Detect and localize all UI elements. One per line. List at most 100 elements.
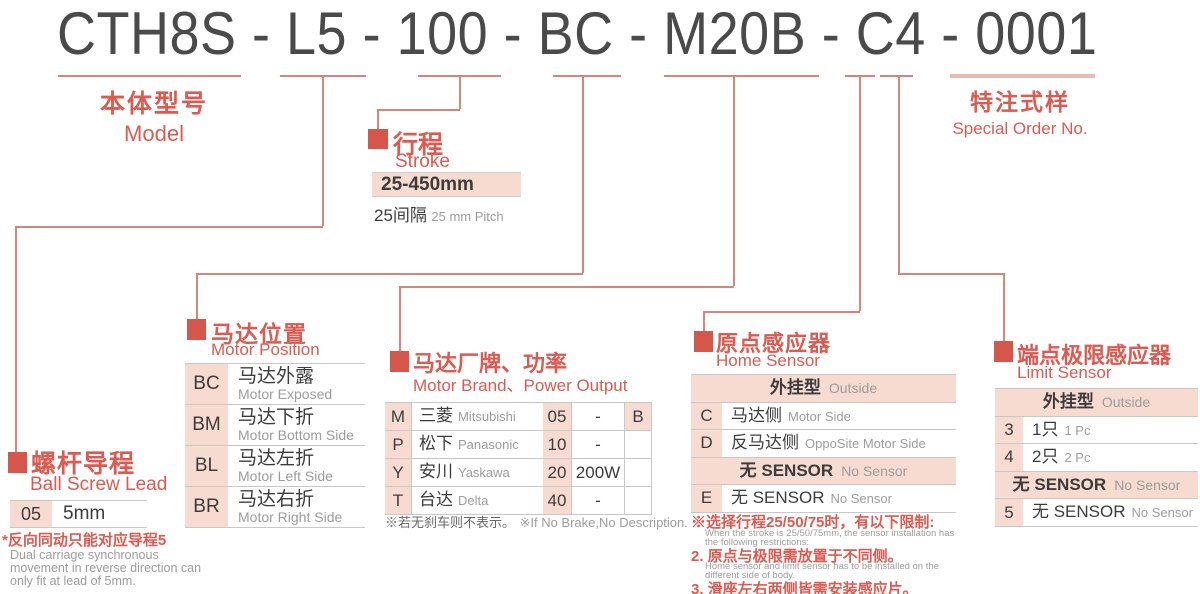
table-header-row: 外挂型 Outside <box>691 374 956 402</box>
table-header-row: 无 SENSOR No Sensor <box>995 470 1198 499</box>
table-row: P 松下 Panasonic 10 - <box>385 430 652 458</box>
connector-limit-sensor-vertical <box>898 77 900 273</box>
ball-screw-title-zh: 螺杆导程 <box>31 450 136 478</box>
connector-limit-sensor-horizontal <box>898 273 1004 275</box>
table-row: E 无 SENSOR No Sensor <box>691 484 956 513</box>
limit-sensor-title-zh: 端点极限感应器 <box>1017 343 1172 368</box>
ball-screw-note-zh: *反向同动只能对应导程5 <box>2 532 167 549</box>
section-marker-home-sensor-icon <box>694 331 713 352</box>
model-label-zh: 本体型号 <box>99 90 208 118</box>
power-value-cell: - <box>571 403 625 430</box>
brand-cell: 台达 Delta <box>412 487 543 514</box>
code-cell: 3 <box>995 416 1023 444</box>
brand-cell: 安川 Yaskawa <box>412 459 543 486</box>
value-cell: 5mm <box>63 503 106 524</box>
section-marker-limit-sensor-icon <box>994 341 1013 362</box>
section-marker-motor-position-icon <box>187 319 206 340</box>
stroke-title-en: Stroke <box>395 151 450 172</box>
desc-zh: 马达左折 <box>238 448 315 469</box>
table-row: D 反马达侧 OppoSite Motor Side <box>691 429 956 457</box>
underline-motor-brand-segment <box>664 75 819 77</box>
connector-lead-horizontal <box>15 226 323 228</box>
power-code-cell: 40 <box>543 487 571 514</box>
limit-sensor-title-en: Limit Sensor <box>1017 363 1112 382</box>
connector-motor-brand-horizontal <box>399 286 734 288</box>
table-row: Y 安川 Yaskawa 20 200W <box>385 458 652 486</box>
desc-zh: 马达下折 <box>238 407 315 428</box>
ball-screw-note-en3: only fit at lead of 5mm. <box>10 574 136 588</box>
home-sensor-table: 外挂型 Outside C 马达侧 Motor Side D 反马达侧 Oppo… <box>691 374 956 513</box>
underline-stroke-segment <box>418 75 501 77</box>
desc-en: Motor Left Side <box>238 468 333 484</box>
brand-zh: 安川 <box>419 462 453 481</box>
desc-zh: 1只 <box>1032 419 1059 439</box>
brand-code-cell: Y <box>385 459 412 486</box>
restriction-item2-en1: Home sensor and limit sensor has to be i… <box>705 561 939 572</box>
motor-position-table: BC 马达外露 Motor Exposed BM 马达下折 Motor Bott… <box>185 363 365 528</box>
header-zh: 无 SENSOR <box>739 460 834 480</box>
underline-limit-sensor-segment <box>880 75 913 77</box>
model-number-title: CTH8S - L5 - 100 - BC - M20B - C4 - 0001 <box>57 0 1098 68</box>
header-en: Outside <box>828 380 878 396</box>
connector-home-sensor-drop <box>703 311 705 332</box>
ball-screw-title-en: Ball Screw Lead <box>30 474 168 495</box>
ball-screw-table: 05 5mm <box>10 500 147 528</box>
section-marker-stroke-icon <box>368 129 388 149</box>
table-row: 4 2只 2 Pc <box>995 443 1198 471</box>
special-order-label-en: Special Order No. <box>952 119 1088 138</box>
desc-cell: 反马达侧 OppoSite Motor Side <box>722 430 926 457</box>
restriction-item2-en2: different side of body. <box>705 570 795 581</box>
desc-zh: 马达右折 <box>238 489 315 510</box>
connector-lead-drop <box>15 226 17 452</box>
home-sensor-title-en: Home Sensor <box>716 351 820 370</box>
brake-code-cell: B <box>625 403 652 430</box>
power-code-cell: 20 <box>543 459 571 486</box>
brake-code-cell <box>625 431 652 458</box>
code-cell: C <box>691 402 722 429</box>
section-marker-motor-brand-icon <box>390 351 409 372</box>
restriction-item2-zh: 2. 原点与极限需放置于不同侧。 <box>691 548 903 565</box>
connector-stroke-drop <box>377 109 379 130</box>
motor-brand-note: ※若无刹车则不表示。 ※If No Brake,No Description. <box>385 512 688 532</box>
brand-en: Panasonic <box>458 437 519 452</box>
table-row: BR 马达右折 Motor Right Side <box>185 486 365 528</box>
desc-en: 1 Pc <box>1064 422 1091 438</box>
brand-zh: 三菱 <box>419 406 453 425</box>
brand-zh: 台达 <box>419 490 453 509</box>
desc-en: Motor Exposed <box>238 386 333 402</box>
special-order-label-zh: 特注式样 <box>970 89 1070 115</box>
limit-sensor-table: 外挂型 Outside 3 1只 1 Pc 4 2只 2 Pc 无 SENSOR… <box>995 388 1198 527</box>
ball-screw-note-en2: movement in reverse direction can <box>10 561 202 575</box>
table-row: BL 马达左折 Motor Left Side <box>185 445 365 486</box>
desc-en: Motor Side <box>788 408 851 424</box>
power-value-cell: 200W <box>571 459 625 486</box>
header-en: Outside <box>1101 394 1151 410</box>
model-label: 本体型号 Model <box>79 84 229 147</box>
brand-en: Delta <box>458 493 489 508</box>
motor-brand-title-en: Motor Brand、Power Output <box>413 376 628 395</box>
desc-cell: 马达左折 Motor Left Side <box>228 446 333 486</box>
motor-position-title-zh: 马达位置 <box>211 321 307 347</box>
desc-en: OppoSite Motor Side <box>805 436 926 451</box>
brand-zh: 松下 <box>419 434 453 453</box>
brand-en: Mitsubishi <box>458 409 516 424</box>
home-sensor-title-zh: 原点感应器 <box>716 331 832 356</box>
desc-cell: 2只 2 Pc <box>1023 444 1090 471</box>
underline-home-sensor-segment <box>845 75 875 77</box>
power-code-cell: 10 <box>543 431 571 458</box>
special-order-label: 特注式样 Special Order No. <box>940 83 1100 139</box>
brand-code-cell: M <box>385 403 412 430</box>
connector-stroke-horizontal <box>377 109 460 111</box>
brake-code-cell <box>625 459 652 486</box>
section-marker-ball-screw-icon <box>8 452 27 473</box>
desc-zh: 马达外露 <box>238 366 315 387</box>
motor-brand-note-en: ※If No Brake,No Description. <box>519 515 688 530</box>
connector-motor-position-horizontal <box>196 273 583 275</box>
stroke-title-zh: 行程 <box>393 131 444 159</box>
brand-en: Yaskawa <box>458 465 510 480</box>
restriction-title-zh: ※选择行程25/50/75时，有以下限制: <box>691 514 935 531</box>
table-row: C 马达侧 Motor Side <box>691 401 956 429</box>
connector-home-sensor-horizontal <box>703 311 860 313</box>
desc-cell: 马达右折 Motor Right Side <box>228 487 342 527</box>
